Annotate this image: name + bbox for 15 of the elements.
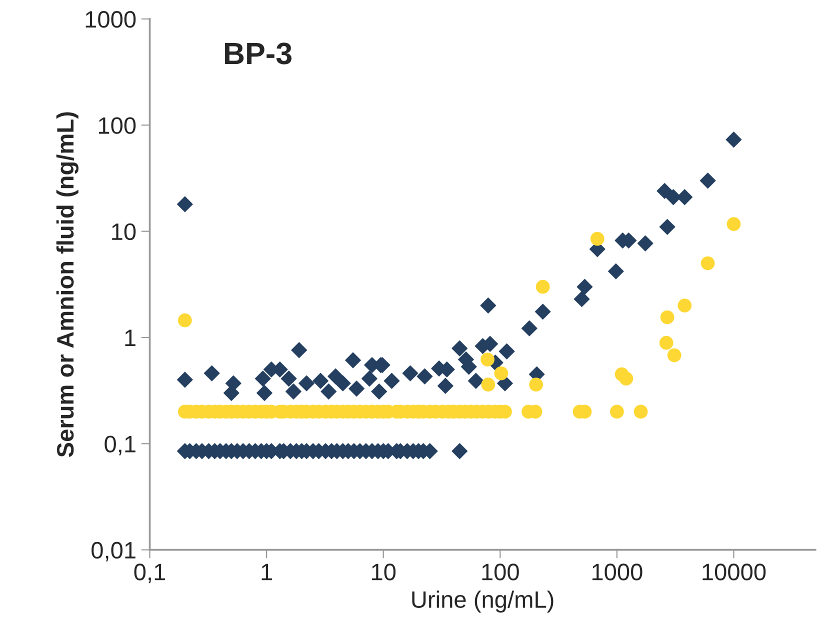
x-tick-label: 10 xyxy=(372,564,396,580)
x-tick-label: 1000 xyxy=(592,564,642,580)
x-axis-title: Urine (ng/mL) xyxy=(412,590,554,613)
x-tick-label: 1 xyxy=(262,564,272,580)
y-tick-label: 100 xyxy=(98,117,136,134)
x-tick-label: 100 xyxy=(482,564,519,580)
y-tick-label: 0,1 xyxy=(104,436,136,456)
y-tick-label: 10 xyxy=(112,223,136,240)
y-tick-label: 1 xyxy=(125,330,136,346)
text: BP-3 xyxy=(225,42,292,64)
y-axis-title: Serum or Amnion fluid (ng/mL) xyxy=(56,112,78,458)
x-tick-label: 10000 xyxy=(702,564,766,580)
y-tick-label: 1000 xyxy=(86,11,136,28)
y-tick-label: 0,01 xyxy=(92,542,136,562)
x-tick-label: 0,1 xyxy=(134,564,166,584)
